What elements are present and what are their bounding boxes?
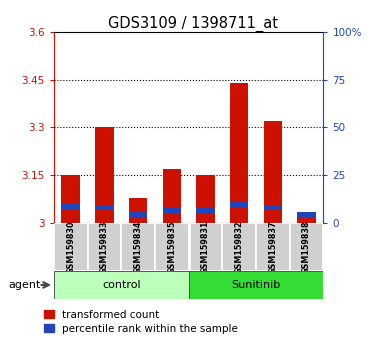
Bar [297,212,316,217]
Text: GSM159834: GSM159834 [134,220,142,274]
Bar [196,208,215,213]
Bar [264,121,282,223]
FancyBboxPatch shape [189,223,223,271]
Bar [95,205,114,210]
Text: GSM159833: GSM159833 [100,220,109,274]
Text: control: control [102,280,141,290]
Legend: transformed count, percentile rank within the sample: transformed count, percentile rank withi… [44,310,238,334]
Bar [264,205,282,210]
FancyBboxPatch shape [256,223,290,271]
Bar [129,211,147,217]
Bar [62,203,80,210]
Text: GSM159835: GSM159835 [167,220,176,274]
FancyBboxPatch shape [88,223,121,271]
FancyBboxPatch shape [290,223,323,271]
Text: GDS3109 / 1398711_at: GDS3109 / 1398711_at [107,16,278,32]
Bar [129,198,147,223]
FancyBboxPatch shape [54,271,189,299]
Text: GSM159830: GSM159830 [66,220,75,274]
Bar [162,208,181,213]
FancyBboxPatch shape [121,223,155,271]
Text: GSM159831: GSM159831 [201,220,210,274]
Text: GSM159838: GSM159838 [302,220,311,274]
Bar [162,169,181,223]
Text: Sunitinib: Sunitinib [231,280,281,290]
Bar [196,175,215,223]
Bar [95,127,114,223]
FancyBboxPatch shape [155,223,189,271]
Bar [62,175,80,223]
FancyBboxPatch shape [189,271,323,299]
Bar [230,83,248,223]
Bar [230,201,248,207]
FancyBboxPatch shape [223,223,256,271]
Text: GSM159837: GSM159837 [268,220,277,274]
Text: agent: agent [8,280,41,290]
Text: GSM159832: GSM159832 [235,220,244,274]
FancyBboxPatch shape [54,223,88,271]
Bar [297,217,316,223]
